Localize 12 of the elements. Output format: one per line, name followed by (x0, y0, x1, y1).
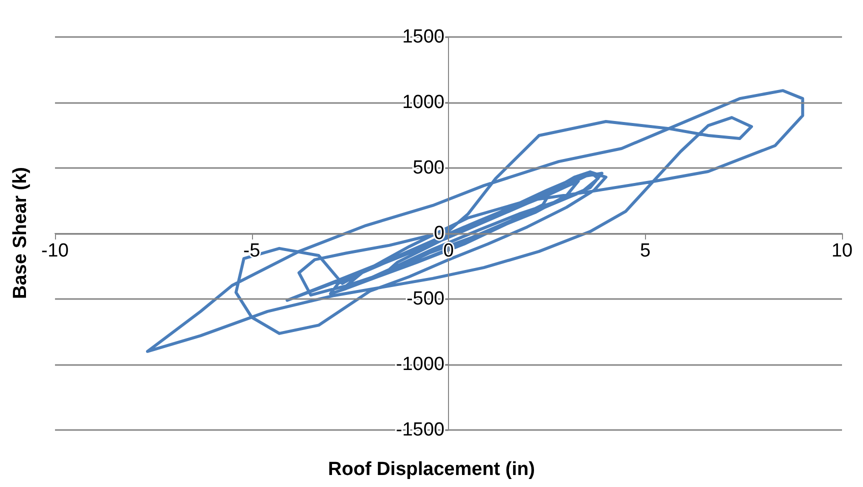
x-tick-label: -10 (41, 240, 69, 262)
x-tick-label: 10 (831, 240, 853, 262)
y-tick-label: 500 (412, 158, 444, 178)
x-axis-title: Roof Displacement (in) (328, 459, 535, 480)
y-tick-label: -500 (406, 288, 444, 310)
x-tick-label: 5 (640, 240, 651, 262)
line-series (146, 89, 804, 353)
y-tick-label: -1500 (396, 420, 444, 440)
y-tick-label: 1500 (402, 26, 444, 48)
y-tick-label: 1000 (402, 92, 444, 113)
y-tick-label: -1000 (396, 354, 444, 375)
y-axis-title: Base Shear (k) (10, 166, 31, 300)
